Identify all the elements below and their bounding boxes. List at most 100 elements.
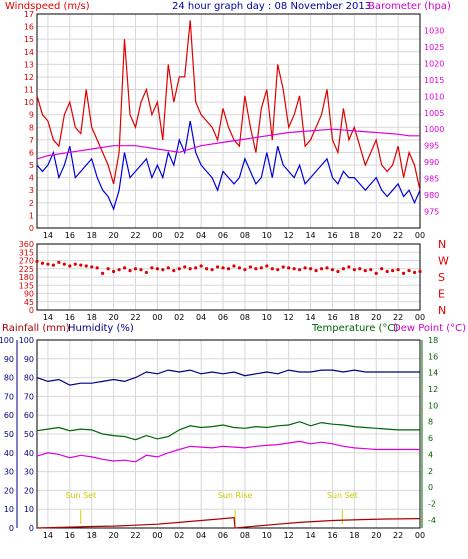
direction-point bbox=[183, 265, 187, 269]
y-tick-label-left: 50 bbox=[24, 430, 34, 439]
rainfall-tick-label: 100 bbox=[0, 336, 14, 345]
direction-point bbox=[161, 268, 165, 272]
y-tick-label-left: 12 bbox=[24, 73, 34, 82]
direction-point bbox=[363, 268, 367, 273]
rainfall-tick-label: 10 bbox=[4, 505, 14, 514]
y-tick-label-left: 17 bbox=[24, 10, 34, 19]
x-tick-label: 18 bbox=[349, 531, 359, 540]
y-tick-label-right: 1015 bbox=[424, 76, 444, 85]
direction-point bbox=[177, 267, 181, 271]
direction-point bbox=[248, 265, 252, 269]
direction-point bbox=[221, 266, 225, 270]
x-tick-label: 06 bbox=[218, 313, 228, 322]
x-tick-label: 02 bbox=[174, 231, 184, 240]
direction-point bbox=[215, 265, 220, 269]
direction-point bbox=[292, 267, 296, 271]
y-tick-label-left: 70 bbox=[24, 392, 34, 401]
y-tick-label-left: 3 bbox=[29, 186, 34, 195]
temperature-tick-label: 8 bbox=[428, 418, 433, 427]
y-tick-label-left: 135 bbox=[19, 281, 34, 290]
direction-point bbox=[128, 268, 132, 273]
direction-point bbox=[308, 267, 313, 271]
x-tick-label: 20 bbox=[109, 531, 119, 540]
y-tick-label-right: 990 bbox=[424, 158, 439, 167]
direction-point bbox=[341, 267, 345, 271]
direction-point bbox=[172, 268, 176, 273]
x-tick-label: 08 bbox=[240, 531, 250, 540]
temperature-tick-label: -2 bbox=[428, 499, 436, 508]
direction-point bbox=[112, 269, 116, 274]
direction-point bbox=[281, 265, 285, 269]
y-tick-label-right: 1020 bbox=[424, 59, 444, 68]
x-tick-label: 20 bbox=[371, 531, 381, 540]
direction-point bbox=[352, 268, 356, 272]
y-tick-label-left: 15 bbox=[24, 35, 34, 44]
x-tick-label: 06 bbox=[218, 231, 228, 240]
y-tick-label-left: 8 bbox=[29, 123, 34, 132]
y-tick-label-left: 13 bbox=[24, 60, 34, 69]
y-tick-label-left: 60 bbox=[24, 411, 34, 420]
direction-point bbox=[287, 266, 291, 270]
x-tick-label: 00 bbox=[415, 313, 425, 322]
y-tick-label-left: 40 bbox=[24, 449, 34, 458]
x-tick-label: 14 bbox=[305, 313, 315, 322]
x-tick-label: 00 bbox=[415, 231, 425, 240]
windspeed-axis-label: Windspeed (m/s) bbox=[5, 1, 90, 12]
series-temperature bbox=[36, 421, 420, 441]
direction-point bbox=[101, 271, 105, 275]
compass-label: W bbox=[438, 255, 449, 268]
y-tick-label-right: 985 bbox=[424, 175, 439, 184]
y-tick-label-left: 45 bbox=[24, 298, 34, 307]
x-tick-label: 02 bbox=[174, 313, 184, 322]
rainfall-tick-label: 90 bbox=[4, 355, 14, 364]
direction-point bbox=[51, 263, 56, 267]
direction-point bbox=[303, 266, 307, 270]
y-tick-label-left: 20 bbox=[24, 486, 34, 495]
direction-point bbox=[270, 267, 274, 271]
direction-point bbox=[35, 259, 39, 264]
series-gust bbox=[36, 20, 421, 191]
y-tick-label-left: 6 bbox=[29, 148, 34, 157]
temperature-tick-label: 12 bbox=[428, 385, 438, 394]
direction-point bbox=[380, 267, 384, 271]
x-tick-label: 00 bbox=[152, 313, 162, 322]
temperature-axis-label: Temperature (°C) bbox=[311, 323, 398, 334]
x-tick-label: 00 bbox=[152, 231, 162, 240]
direction-point bbox=[226, 267, 231, 271]
temperature-tick-label: 14 bbox=[428, 369, 438, 378]
direction-point bbox=[40, 261, 45, 265]
temperature-tick-label: 0 bbox=[428, 483, 433, 492]
direction-point bbox=[319, 267, 324, 271]
x-tick-label: 12 bbox=[284, 231, 294, 240]
direction-point bbox=[325, 266, 329, 270]
y-tick-label-left: 4 bbox=[29, 174, 34, 183]
rainfall-tick-label: 50 bbox=[4, 430, 14, 439]
chart-title: 24 hour graph day : 08 November 2013 bbox=[172, 1, 371, 12]
series-barometer bbox=[36, 128, 420, 160]
direction-point bbox=[276, 268, 280, 272]
direction-point bbox=[68, 264, 72, 268]
x-tick-label: 18 bbox=[87, 531, 97, 540]
x-tick-label: 20 bbox=[371, 231, 381, 240]
direction-point bbox=[232, 264, 236, 268]
direction-point bbox=[106, 267, 110, 271]
barometer-axis-label: Barometer (hpa) bbox=[368, 1, 451, 12]
x-tick-label: 04 bbox=[196, 531, 206, 540]
y-tick-label-right: 995 bbox=[424, 142, 439, 151]
y-tick-label-left: 1 bbox=[29, 211, 34, 220]
direction-point bbox=[139, 268, 143, 272]
x-tick-label: 04 bbox=[196, 231, 206, 240]
compass-label: E bbox=[438, 288, 445, 301]
y-tick-label-left: 0 bbox=[29, 524, 34, 533]
panel-frame bbox=[36, 339, 421, 529]
direction-point bbox=[336, 269, 340, 274]
sun-event-label: Sun Set bbox=[327, 491, 358, 500]
series-rainfall bbox=[36, 517, 421, 529]
x-tick-label: 08 bbox=[240, 313, 250, 322]
rainfall-axis-label: Rainfall (mm) bbox=[2, 323, 70, 334]
x-tick-label: 18 bbox=[87, 231, 97, 240]
direction-point bbox=[79, 263, 83, 267]
x-tick-label: 14 bbox=[43, 231, 53, 240]
x-tick-label: 18 bbox=[349, 313, 359, 322]
x-tick-label: 14 bbox=[305, 531, 315, 540]
